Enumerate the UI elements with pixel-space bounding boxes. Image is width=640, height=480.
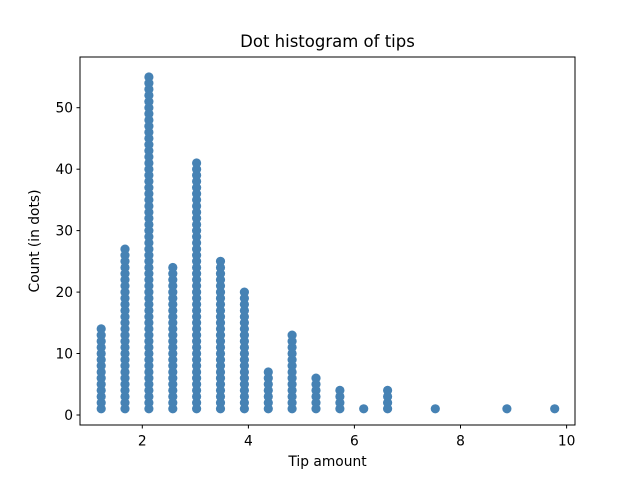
dot-column <box>287 330 297 414</box>
y-tick-label: 50 <box>55 101 73 117</box>
dot <box>120 244 130 254</box>
dot-column <box>335 385 345 414</box>
dot <box>335 385 345 395</box>
dot <box>383 385 393 395</box>
dot-column <box>311 373 321 414</box>
dot-column <box>430 404 440 414</box>
y-tick-label: 10 <box>55 346 73 362</box>
chart-title: Dot histogram of tips <box>240 32 415 51</box>
dot <box>550 404 560 414</box>
dot-column <box>120 244 130 414</box>
dot <box>502 404 512 414</box>
dot-column <box>192 158 202 414</box>
y-tick-label: 20 <box>55 285 73 301</box>
dot <box>168 262 178 273</box>
dot-column <box>144 72 154 414</box>
dot-column <box>215 256 226 414</box>
dot <box>287 330 297 340</box>
dot-column <box>239 287 249 414</box>
dot-column <box>550 404 560 414</box>
dot-column <box>359 404 369 414</box>
dot-column <box>383 385 393 414</box>
plot-border <box>79 56 576 426</box>
y-axis-label: Count (in dots) <box>27 190 43 293</box>
y-tick-label: 40 <box>55 162 73 178</box>
dots-layer <box>96 72 560 414</box>
y-tick-label: 30 <box>55 223 73 239</box>
y-tick-label: 0 <box>64 408 73 424</box>
dot-column <box>263 367 273 414</box>
dot <box>144 72 154 82</box>
dot <box>215 256 226 266</box>
dot <box>311 373 321 383</box>
x-tick-label: 4 <box>244 434 253 450</box>
dot-column <box>96 324 106 414</box>
dot <box>192 158 202 168</box>
dot-column <box>168 262 178 414</box>
dot <box>430 404 440 414</box>
x-axis-label: Tip amount <box>287 454 367 470</box>
x-tick-label: 8 <box>456 434 465 450</box>
x-tick-label: 10 <box>558 434 576 450</box>
dot <box>96 324 106 334</box>
axes-layer: 2 4 6 8 10 0 10 20 30 40 50 <box>55 56 576 450</box>
x-tick-label: 6 <box>350 434 359 450</box>
x-tick-label: 2 <box>138 434 147 450</box>
dot <box>263 367 273 377</box>
dot <box>239 287 249 297</box>
dot-column <box>502 404 512 414</box>
dot <box>359 404 369 414</box>
